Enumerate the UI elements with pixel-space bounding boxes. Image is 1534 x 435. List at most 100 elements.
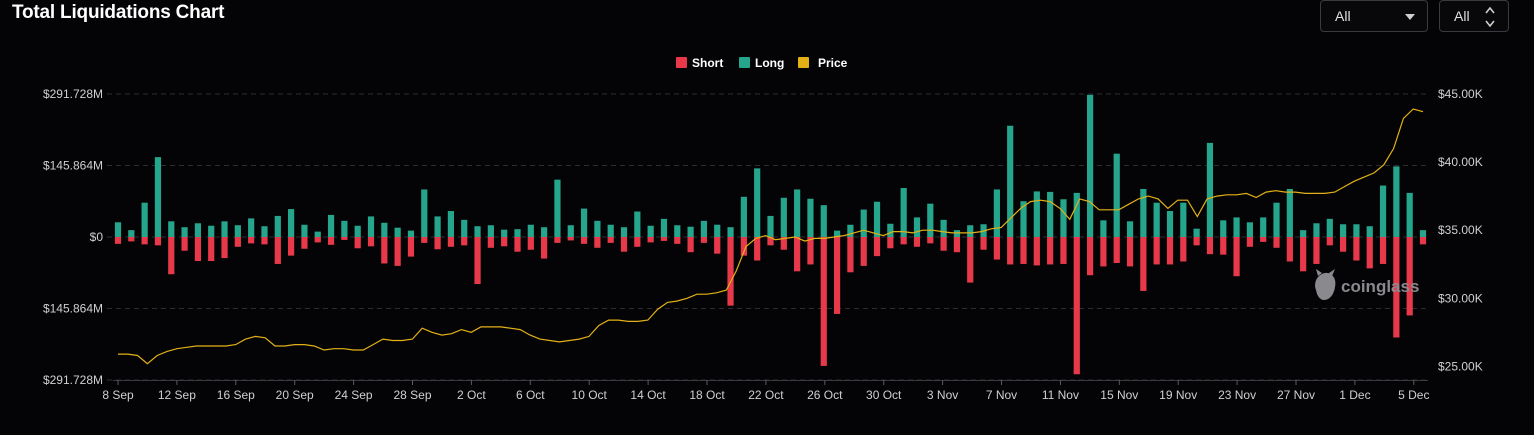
long-bar — [461, 219, 468, 237]
long-bar — [1166, 211, 1174, 237]
x-tick-label: 3 Nov — [927, 388, 958, 402]
x-tick-label: 5 Dec — [1398, 388, 1429, 402]
long-bar — [341, 220, 348, 237]
coinglass-logo-icon — [1315, 269, 1336, 300]
long-bar — [128, 230, 135, 237]
long-bar — [873, 201, 881, 237]
short-bar — [1166, 237, 1174, 265]
long-bar — [474, 226, 481, 237]
time-range-select[interactable]: All — [1320, 0, 1428, 32]
short-bar — [700, 237, 708, 243]
long-bar — [1353, 224, 1360, 237]
short-bar — [580, 237, 588, 244]
short-bar — [1220, 237, 1227, 255]
short-bar — [434, 237, 441, 250]
short-bar — [354, 237, 361, 249]
short-bar — [487, 237, 494, 248]
y-right-tick-label: $35.00K — [1438, 223, 1483, 237]
short-bar — [327, 237, 335, 245]
x-tick-label: 27 Nov — [1277, 388, 1315, 402]
long-bar — [1300, 230, 1307, 237]
x-tick-label: 23 Nov — [1218, 388, 1256, 402]
short-bar — [194, 237, 201, 262]
long-bar — [234, 225, 241, 237]
x-tick-label: 19 Nov — [1159, 388, 1197, 402]
x-tick-label: 2 Oct — [457, 388, 486, 402]
short-bar — [474, 237, 481, 285]
short-bar — [527, 237, 534, 250]
short-bar — [607, 237, 614, 243]
short-bar — [1180, 237, 1187, 262]
short-bar — [594, 237, 601, 248]
long-bar — [407, 230, 415, 237]
x-tick-label: 12 Sep — [158, 388, 196, 402]
short-bar — [1340, 237, 1347, 252]
x-tick-label: 1 Dec — [1339, 388, 1370, 402]
long-bar — [700, 220, 708, 237]
long-bar — [1246, 222, 1253, 237]
legend-label-short[interactable]: Short — [692, 56, 723, 70]
long-bar — [967, 225, 974, 237]
x-tick-label: 26 Oct — [807, 388, 843, 402]
short-bar — [807, 237, 814, 265]
short-bar — [554, 237, 561, 243]
short-bar — [1273, 237, 1280, 248]
long-bar — [1379, 185, 1387, 237]
y-axis-left: $291.728M $145.864M $0 $145.864M $291.728M — [43, 87, 103, 387]
short-bar — [1286, 237, 1293, 262]
long-bar — [301, 224, 308, 237]
long-bar — [487, 225, 494, 237]
short-bar — [727, 237, 734, 306]
long-bar — [514, 229, 521, 237]
long-bar — [367, 216, 375, 237]
y-axis-right: $45.00K $40.00K $35.00K $30.00K $25.00K — [1438, 87, 1483, 373]
long-bar — [767, 215, 774, 237]
long-bar — [847, 224, 854, 237]
short-bar — [1153, 237, 1160, 265]
chevron-down-icon — [1405, 14, 1415, 20]
short-bar — [980, 237, 987, 250]
short-bar — [1113, 237, 1120, 263]
y-left-tick-label: $0 — [90, 230, 104, 244]
short-bar — [940, 237, 947, 251]
short-bar — [1326, 237, 1333, 246]
short-bar — [913, 237, 921, 247]
short-bar — [208, 237, 215, 262]
long-bar — [1220, 220, 1227, 237]
short-bar — [873, 237, 881, 257]
y-right-tick-label: $45.00K — [1438, 87, 1483, 101]
x-tick-label: 24 Sep — [335, 388, 373, 402]
short-bar — [820, 237, 827, 366]
x-tick-label: 14 Oct — [630, 388, 666, 402]
long-bar — [541, 227, 548, 237]
short-bar — [1260, 237, 1267, 242]
short-bar — [647, 237, 654, 243]
long-bar — [447, 211, 455, 237]
long-bars — [114, 94, 1427, 237]
long-bar — [381, 222, 388, 237]
short-bar — [1353, 237, 1360, 261]
short-bar — [274, 237, 281, 264]
short-bar — [367, 237, 375, 247]
long-bar — [1340, 224, 1347, 237]
coin-select-value: All — [1454, 8, 1470, 24]
short-bar — [221, 237, 228, 259]
short-bar — [887, 237, 894, 249]
legend-label-price[interactable]: Price — [818, 56, 848, 70]
coin-select[interactable]: All — [1439, 0, 1509, 32]
long-bar — [953, 230, 961, 237]
short-bar — [168, 237, 175, 275]
short-bars — [114, 237, 1427, 375]
long-bar — [754, 168, 761, 237]
short-bar — [1419, 237, 1427, 245]
long-bar — [1073, 192, 1080, 237]
short-bar — [567, 237, 574, 241]
x-tick-label: 20 Sep — [276, 388, 314, 402]
long-bar — [141, 202, 148, 237]
long-bar — [154, 157, 162, 237]
y-right-tick-label: $40.00K — [1438, 155, 1483, 169]
legend-label-long[interactable]: Long — [755, 56, 784, 70]
short-bar — [794, 237, 801, 272]
x-tick-label: 11 Nov — [1042, 388, 1079, 402]
